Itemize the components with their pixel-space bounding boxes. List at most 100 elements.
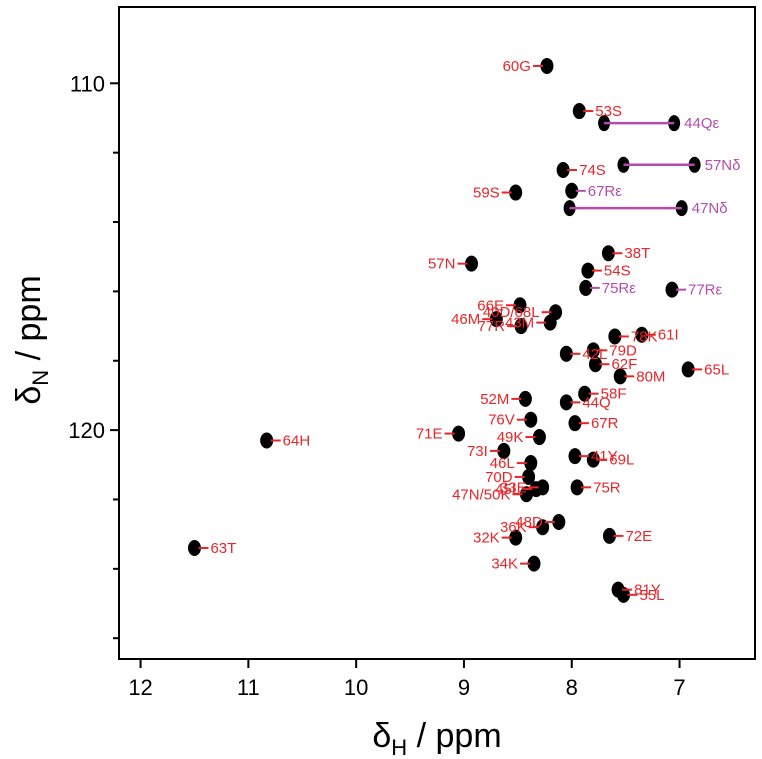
peak-label-77r: 77Rε (688, 282, 723, 299)
peak-33e (536, 479, 550, 496)
x-tick-label: 8 (566, 675, 578, 700)
peak-80m (613, 368, 627, 385)
y-axis: 110 120 (68, 71, 119, 640)
peak-label-46l: 46L (490, 455, 515, 472)
peak-label-32k: 32K (473, 530, 500, 547)
peak-38t (601, 245, 615, 262)
peak-label-71e: 71E (416, 426, 443, 443)
peak-64h (260, 432, 274, 449)
peak-label-55l: 55L (639, 587, 664, 604)
peak-label-36k: 36K (500, 519, 527, 536)
peak-label-41y: 41Y (591, 448, 618, 465)
peak-46l (524, 455, 538, 472)
peak-55l (616, 586, 630, 603)
peak-label-57n: 57N (428, 256, 456, 273)
peak-67r (565, 182, 579, 199)
peak-label-79d: 79D (609, 342, 637, 359)
peak-label-64h: 64H (283, 433, 311, 450)
peak-label-33e: 33E (500, 479, 527, 496)
peak-label-62f: 62F (611, 356, 637, 373)
peak-label-60g: 60G (503, 58, 531, 75)
peak-label-76v: 76V (488, 412, 515, 429)
peak-41y (568, 448, 582, 465)
peak-label-46m: 46M (451, 311, 480, 328)
peak-63t (187, 540, 201, 557)
peak-49k (532, 429, 546, 446)
peak-label-58f: 58F (601, 386, 627, 403)
peak-57n (464, 255, 478, 272)
peak-65l (681, 361, 695, 378)
x-axis: 12 11 10 9 8 7 (128, 659, 686, 700)
peak-label-47n-50k: 47N/50K (452, 486, 510, 503)
x-tick-label: 11 (237, 675, 260, 700)
peak-75r (579, 279, 593, 296)
peak-44q (559, 394, 573, 411)
peak-label-49k: 49K (497, 429, 524, 446)
peak-70d (522, 468, 536, 485)
peak-72e (602, 527, 616, 544)
peak-47n-50k (519, 486, 533, 503)
peak-43m (543, 314, 557, 331)
peak-label-61i: 61I (658, 327, 679, 344)
peak-label-54s: 54S (604, 263, 631, 280)
peak-74s (556, 162, 570, 178)
x-tick-label: 12 (128, 675, 152, 700)
peak-label-80m: 80M (636, 368, 665, 385)
peak-label-67r: 67R (591, 415, 619, 432)
peak-53s (572, 103, 586, 120)
peak-73i (497, 442, 511, 459)
peak-36k (536, 519, 550, 536)
peak-71e (452, 425, 466, 442)
peak-58f (578, 385, 592, 402)
peak-label-38t: 38T (624, 245, 650, 262)
peak-label-40d-68l: 40D/68L (483, 304, 540, 321)
peak-label-69l: 69L (609, 452, 634, 469)
peak-75r (570, 479, 584, 496)
peak-60g (540, 57, 554, 74)
peak-label-77r: 77R (478, 318, 506, 335)
peak-42l (559, 345, 573, 362)
peak-label-34k: 34K (491, 556, 518, 573)
peak-76v (524, 411, 538, 428)
plot-frame (118, 6, 756, 660)
peak-label-67r: 67Rε (588, 183, 623, 200)
peak-32k (509, 529, 523, 546)
peak-label-43m: 43M (505, 315, 534, 332)
peak-label-74s: 74S (579, 162, 606, 179)
peak-61i (635, 326, 649, 343)
peak-label-65l: 65L (704, 361, 729, 378)
peak-label-78k: 78K (631, 328, 658, 345)
peak-62f (588, 356, 602, 373)
peak-label-52m: 52M (480, 391, 509, 408)
peak-label-53s: 53S (595, 103, 622, 120)
peak-46m (489, 311, 503, 328)
peak-69l (586, 451, 600, 468)
peak-label-81y: 81Y (634, 582, 661, 599)
peak-67r (568, 415, 582, 432)
peak-label-73i: 73I (467, 443, 488, 460)
peak-66e (513, 297, 527, 314)
x-tick-label: 7 (673, 675, 685, 700)
peak-label-72e: 72E (625, 528, 652, 545)
peak-54s (581, 262, 595, 279)
peak-label-63t: 63T (210, 540, 236, 557)
peak-79d (586, 342, 600, 359)
peak-label-75r: 75Rε (602, 280, 637, 297)
y-axis-title: δN / ppm (10, 275, 53, 404)
peak-77r (665, 281, 679, 298)
peak-label-75r: 75R (593, 479, 621, 496)
y-tick-label: 110 (70, 71, 105, 96)
peak-78k (608, 328, 622, 345)
x-axis-title: δH / ppm (372, 717, 501, 759)
peak-label-59s: 59S (473, 185, 500, 202)
pair-label-44q: 44Qε (684, 115, 719, 132)
peak-label-70d: 70D (485, 469, 513, 486)
peak-layer (187, 57, 701, 603)
peak-label-66e: 66E (477, 297, 504, 314)
peak-59s (509, 184, 523, 201)
peak-77r (514, 318, 528, 335)
pair-label-57n: 57Nδ (705, 157, 741, 174)
peak-34k (527, 555, 541, 572)
peak-label-42l: 42L (582, 346, 607, 363)
